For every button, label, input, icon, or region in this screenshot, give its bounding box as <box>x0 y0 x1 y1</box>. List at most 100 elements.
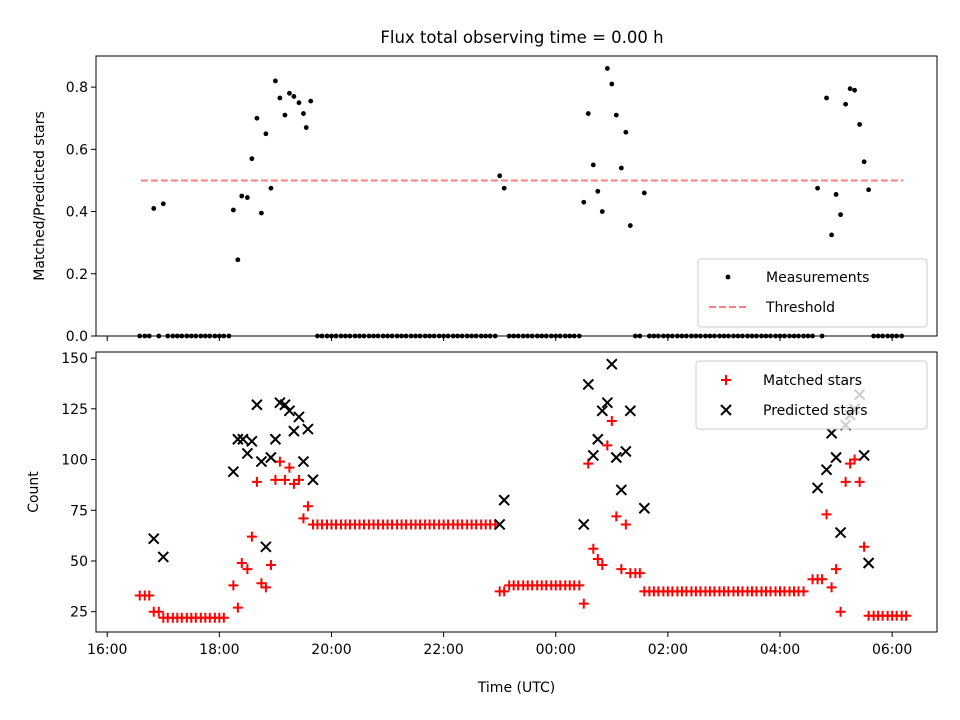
measurement-point <box>273 78 278 84</box>
matched-star-point <box>620 519 631 530</box>
matched-star-point <box>218 612 229 623</box>
measurement-point <box>146 333 152 339</box>
measurement-point <box>675 333 680 339</box>
predicted-star-point <box>862 557 875 569</box>
measurement-point <box>501 185 507 191</box>
measurement-point <box>815 185 820 191</box>
count-x-tick-label: 06:00 <box>872 642 912 658</box>
matched-star-point <box>251 476 262 487</box>
ratio-y-ticks: 0.0 0.2 0.4 0.6 0.8 <box>66 80 96 345</box>
matched-star-point <box>578 598 589 609</box>
measurement-point <box>413 333 418 339</box>
count-y-tick-label: 100 <box>61 453 88 469</box>
count-y-tick-label: 125 <box>61 402 88 418</box>
measurement-point <box>184 333 190 339</box>
matched-star-point <box>242 564 253 575</box>
measurement-point <box>385 333 390 339</box>
measurement-point <box>534 333 540 339</box>
matched-star-point <box>499 586 510 597</box>
predicted-star-point <box>297 455 310 468</box>
predicted-star-point <box>260 541 272 553</box>
measurement-point <box>740 333 745 339</box>
predicted-star-point <box>232 433 244 445</box>
count-legend: Matched stars Predicted stars <box>695 360 928 430</box>
measurement-point <box>394 333 400 339</box>
measurement-point <box>801 333 806 339</box>
matched-star-point <box>634 568 645 579</box>
measurement-point <box>660 333 666 339</box>
measurement-point <box>324 333 330 339</box>
measurement-point <box>567 333 573 339</box>
matched-star-point <box>265 560 276 571</box>
measurement-point <box>796 333 801 339</box>
measurement-point <box>576 333 582 339</box>
predicted-star-point <box>592 433 604 445</box>
predicted-star-point <box>288 425 300 437</box>
measurement-point <box>875 333 881 339</box>
count-y-tick-label: 50 <box>70 554 88 570</box>
measurement-point <box>160 201 166 207</box>
predicted-star-point <box>858 449 870 462</box>
count-y-ticks: 25 50 75 100 125 150 <box>61 351 96 621</box>
measurement-point <box>613 112 619 118</box>
measurement-point <box>352 333 358 339</box>
ratio-legend: Measurements Threshold <box>697 258 928 328</box>
legend-measurements-marker <box>725 274 731 280</box>
measurement-point <box>749 333 755 339</box>
measurement-point <box>436 333 442 339</box>
count-y-tick-label: 25 <box>70 605 88 621</box>
predicted-star-point <box>624 405 637 417</box>
measurement-point <box>866 187 871 193</box>
measurement-point <box>773 333 778 339</box>
matched-star-point <box>274 456 285 467</box>
measurement-point <box>174 333 180 339</box>
measurement-point <box>338 333 344 339</box>
measurement-point <box>585 111 591 116</box>
matched-star-point <box>279 474 290 485</box>
measurement-point <box>258 210 264 216</box>
measurement-point <box>707 333 713 339</box>
measurement-point <box>483 333 489 339</box>
count-x-tick-label: 02:00 <box>648 642 688 658</box>
measurement-point <box>221 333 227 339</box>
measurement-point <box>188 333 194 339</box>
measurement-point <box>459 333 465 339</box>
matched-star-point <box>840 476 851 487</box>
chart-title: Flux total observing time = 0.00 h <box>380 28 663 47</box>
measurement-point <box>861 159 867 165</box>
legend-threshold-label: Threshold <box>765 300 835 316</box>
measurement-point <box>721 333 727 339</box>
predicted-star-point <box>811 482 824 494</box>
matched-star-point <box>611 511 622 522</box>
measurement-point <box>151 206 157 211</box>
measurement-point <box>226 333 232 339</box>
measurement-point <box>525 333 531 339</box>
measurement-point <box>445 333 451 339</box>
predicted-star-point <box>265 451 277 464</box>
measurement-point <box>142 333 148 339</box>
matched-star-point <box>597 560 608 571</box>
measurement-point <box>156 333 162 339</box>
measurement-point <box>731 333 736 339</box>
measurement-point <box>562 333 568 339</box>
measurement-point <box>497 173 503 179</box>
measurement-point <box>880 333 886 339</box>
matched-star-point <box>293 474 304 485</box>
measurement-point <box>590 162 596 168</box>
predicted-star-point <box>293 411 305 423</box>
measurement-point <box>787 333 792 339</box>
measurement-point <box>287 90 292 96</box>
predicted-star-point <box>615 484 628 496</box>
measurement-point <box>296 100 302 106</box>
measurement-point <box>422 333 428 339</box>
measurement-point <box>361 333 367 339</box>
measurement-point <box>857 122 863 127</box>
measurement-point <box>408 333 414 339</box>
measurement-point <box>249 156 255 162</box>
matched-stars-points <box>134 415 912 623</box>
measurement-point <box>529 333 535 339</box>
measurement-point <box>604 66 610 71</box>
predicted-star-point <box>227 466 240 478</box>
count-y-tick-label: 75 <box>70 503 88 519</box>
measurement-point <box>824 95 829 101</box>
